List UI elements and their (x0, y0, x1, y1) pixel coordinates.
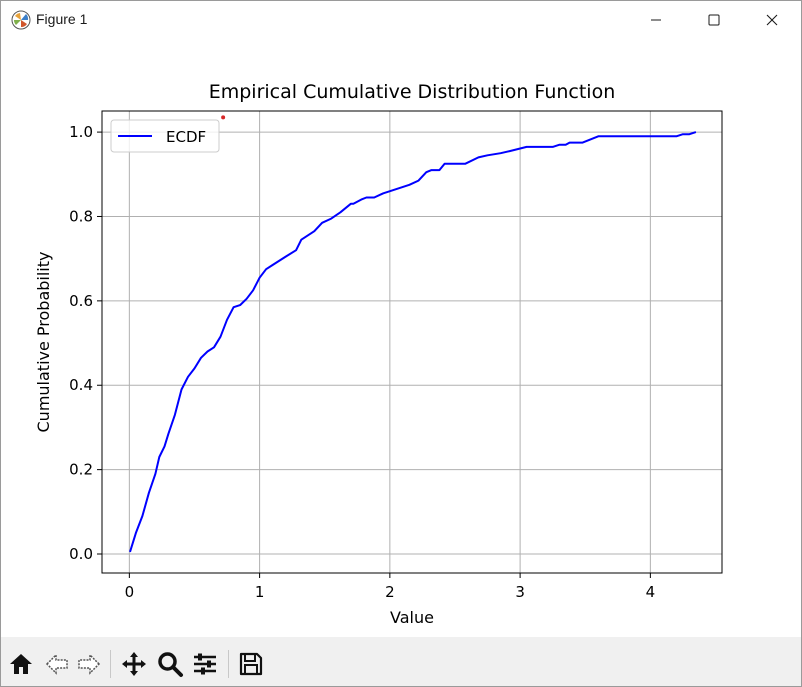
save-button[interactable] (235, 648, 267, 680)
configure-subplots-icon (194, 653, 216, 675)
close-button[interactable] (743, 1, 801, 38)
x-tick-label: 4 (646, 583, 656, 601)
y-axis-label: Cumulative Probability (34, 252, 53, 433)
forward-button[interactable] (73, 648, 105, 680)
y-tick-label: 0.4 (69, 376, 93, 394)
series-line-ecdf (129, 131, 697, 553)
axes-frame (101, 110, 723, 574)
title-bar[interactable]: Figure 1 (1, 1, 801, 38)
grid-lines (102, 111, 722, 573)
minimize-icon (651, 19, 661, 20)
back-button[interactable] (41, 648, 73, 680)
plot-area (129, 115, 697, 553)
zoom-icon (158, 652, 183, 677)
save-icon (239, 652, 263, 676)
chart-title: Empirical Cumulative Distribution Functi… (209, 81, 616, 103)
y-tick-label: 0.6 (69, 292, 93, 310)
y-tick-label: 1.0 (69, 123, 93, 141)
configure-subplots-button[interactable] (189, 648, 221, 680)
minimize-button[interactable] (627, 1, 685, 38)
annotation-point (221, 115, 226, 120)
ticks: 0 1 2 3 4 0.0 0.2 0.4 0.6 0.8 1.0 (69, 123, 655, 601)
back-icon (45, 653, 68, 675)
figure-canvas[interactable]: 0 1 2 3 4 0.0 0.2 0.4 0.6 0.8 1.0 Empirical Cumula… (1, 38, 801, 637)
window-title: Figure 1 (36, 11, 88, 27)
x-tick-label: 0 (125, 583, 135, 601)
x-tick-label: 2 (385, 583, 395, 601)
legend-label-ecdf: ECDF (166, 128, 206, 146)
ecdf-chart: 0 1 2 3 4 0.0 0.2 0.4 0.6 0.8 1.0 Empirical Cumula… (34, 81, 723, 627)
x-tick-label: 3 (515, 583, 525, 601)
navigation-toolbar (1, 638, 801, 686)
legend-box (110, 119, 220, 153)
x-axis-label: Value (390, 608, 434, 627)
toolbar-separator (110, 650, 111, 678)
close-icon (766, 14, 778, 25)
toolbar-separator (228, 650, 229, 678)
matplotlib-icon (11, 10, 31, 30)
x-tick-label: 1 (255, 583, 265, 601)
pan-icon (122, 652, 146, 676)
y-tick-label: 0.8 (69, 207, 93, 225)
maximize-button[interactable] (685, 1, 743, 38)
home-icon (10, 654, 32, 674)
pan-button[interactable] (118, 648, 150, 680)
home-button[interactable] (5, 648, 37, 680)
legend: ECDF (110, 119, 220, 153)
zoom-button[interactable] (154, 648, 186, 680)
y-tick-label: 0.2 (69, 461, 93, 479)
forward-icon (78, 653, 101, 675)
maximize-icon (708, 14, 720, 25)
y-tick-label: 0.0 (69, 545, 93, 563)
